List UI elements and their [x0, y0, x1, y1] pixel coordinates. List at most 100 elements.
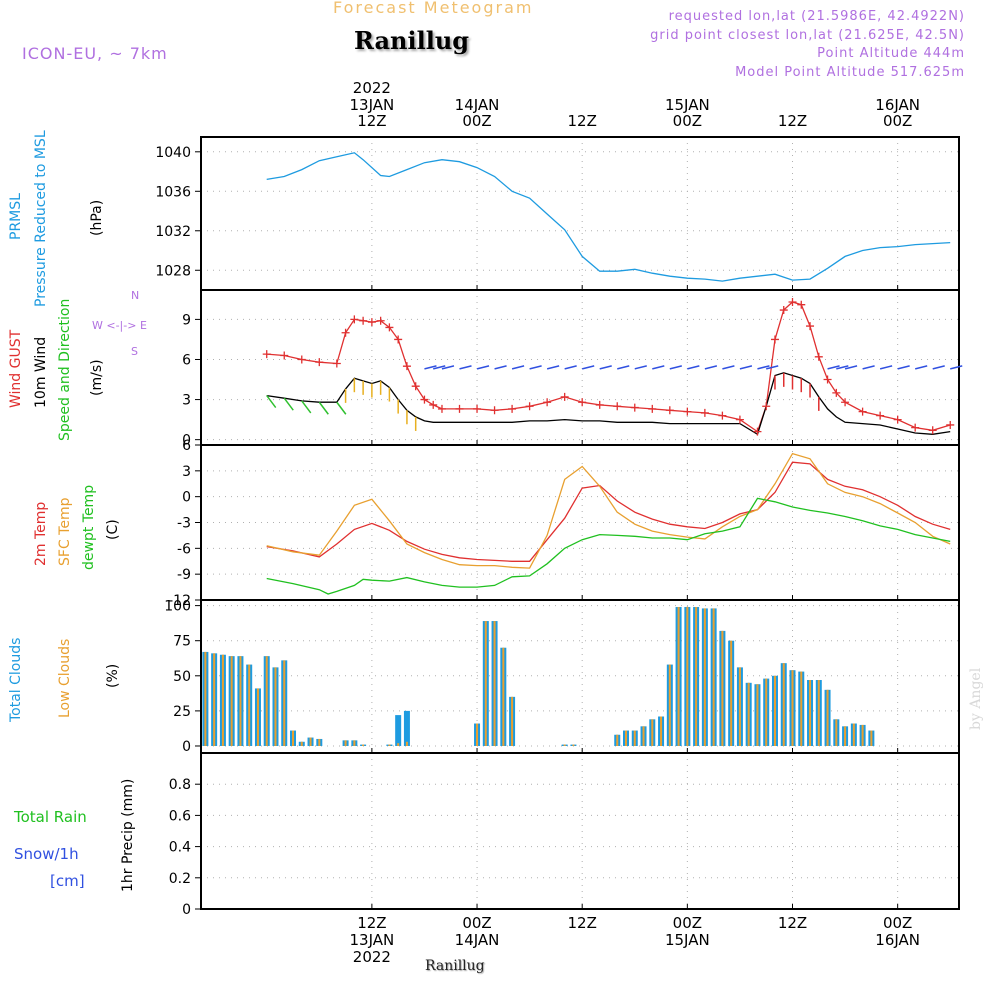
gust-marker [770, 335, 779, 344]
cloud-bar-low [782, 663, 785, 746]
cloud-bar-low [502, 647, 505, 746]
cloud-bar-low [826, 689, 829, 746]
bottom-time-label: 13JAN [350, 931, 395, 949]
cloud-bar-total [395, 715, 402, 746]
gust-marker [814, 352, 823, 361]
gust-marker [797, 300, 806, 309]
wind-arrow [459, 365, 472, 370]
cloud-bar-low [230, 656, 233, 746]
compass-n: N [131, 289, 140, 302]
gust-marker [893, 415, 902, 424]
bottom-time-label: 12Z [778, 914, 807, 932]
gust-marker [700, 408, 709, 417]
wind-arrow [739, 365, 753, 370]
gust-marker [394, 335, 403, 344]
gust-marker [718, 411, 727, 420]
wind-arrow [766, 365, 779, 370]
wind-arrow [652, 365, 665, 370]
gust-marker [280, 351, 289, 360]
wind-arrow [862, 365, 875, 370]
y-tick-label: 1040 [155, 145, 191, 161]
y-tick-label: 0 [182, 739, 191, 755]
y-tick-label: 25 [173, 704, 191, 720]
cloud-bar-low [248, 664, 251, 746]
compass-s: S [131, 345, 138, 358]
gust-marker [429, 400, 438, 409]
wind-arrow [879, 365, 893, 370]
wind-arrow [844, 365, 858, 370]
gust-marker [683, 407, 692, 416]
gust-marker [735, 415, 744, 424]
precip-cm-label: [cm] [50, 872, 85, 890]
top-time-label: 16JAN [875, 96, 920, 114]
y-tick-label: 3 [182, 464, 191, 480]
gust-marker [297, 355, 306, 364]
station-title: Ranillug [354, 26, 470, 55]
cloud-bar-low [721, 630, 724, 746]
bottom-time-label: 12Z [357, 914, 386, 932]
wind-arrow [836, 365, 849, 370]
bottom-time-label: 15JAN [665, 931, 710, 949]
y-tick-label: -12 [168, 593, 191, 609]
gust-marker [359, 316, 368, 325]
top-time-label: 15JAN [665, 96, 710, 114]
gust-marker [630, 403, 639, 412]
gust-marker [455, 404, 464, 413]
model-altitude: Model Point Altitude 517.625m [735, 65, 965, 80]
bottom-time-label: 14JAN [455, 931, 500, 949]
y-tick-label: 0 [182, 902, 191, 918]
top-time-label: 14JAN [455, 96, 500, 114]
cloud-bar-low [292, 730, 295, 746]
cloud-bar-low [861, 724, 864, 746]
y-tick-label: -6 [177, 541, 191, 557]
cloud-bar-low [476, 723, 479, 746]
y-tick-label: 1036 [155, 184, 191, 200]
gust-marker [350, 315, 359, 324]
cloud-bar-low [668, 664, 671, 746]
wind-arrow [617, 365, 630, 370]
wind-arrow [336, 401, 347, 415]
gust-marker [402, 362, 411, 371]
gust-marker [525, 402, 534, 411]
cloud-bar-low [616, 734, 619, 746]
wind-arrow [669, 365, 683, 370]
gust-marker [911, 423, 920, 432]
cloud-bar-low [493, 621, 496, 746]
wind-arrow [827, 365, 840, 370]
cloud-bar-low [651, 719, 654, 746]
y-tick-label: 0.8 [169, 777, 191, 793]
wind-arrow [704, 365, 718, 370]
cloud-bar-low [353, 740, 356, 746]
cloud-bar-low [844, 726, 847, 746]
requested-coords: requested lon,lat (21.5986E, 42.4922N) [668, 9, 965, 24]
cloud-bar-low [835, 719, 838, 746]
gust-marker [508, 404, 517, 413]
gust-marker [385, 323, 394, 332]
cloud-bar-low [765, 678, 768, 746]
gust-marker [578, 398, 587, 407]
y-tick-label: 0 [182, 433, 191, 449]
gust-marker [876, 411, 885, 420]
bottom-station-name: Ranillug [425, 958, 485, 974]
gust-marker [376, 316, 385, 325]
wind-arrow [757, 365, 770, 370]
series-line-2m-temp [266, 461, 951, 562]
point-altitude: Point Altitude 444m [817, 46, 965, 61]
wind-arrow [546, 365, 560, 370]
cloud-bar-low [773, 675, 776, 746]
y-tick-label: 6 [182, 438, 191, 454]
cloud-bar-low [511, 696, 514, 746]
bottom-time-label: 00Z [673, 914, 702, 932]
cloud-bar-low [791, 670, 794, 746]
wind-arrow [915, 365, 928, 370]
wind-arrow [476, 365, 490, 370]
y-tick-label: 1028 [155, 263, 191, 279]
cloud-bar-low [686, 607, 689, 746]
gust-marker [788, 298, 797, 307]
wind-arrow [433, 365, 446, 370]
y-tick-label: 6 [182, 352, 191, 368]
series-line-sfc-temp [266, 452, 951, 569]
gust-marker [665, 406, 674, 415]
wind-arrow [441, 365, 455, 370]
